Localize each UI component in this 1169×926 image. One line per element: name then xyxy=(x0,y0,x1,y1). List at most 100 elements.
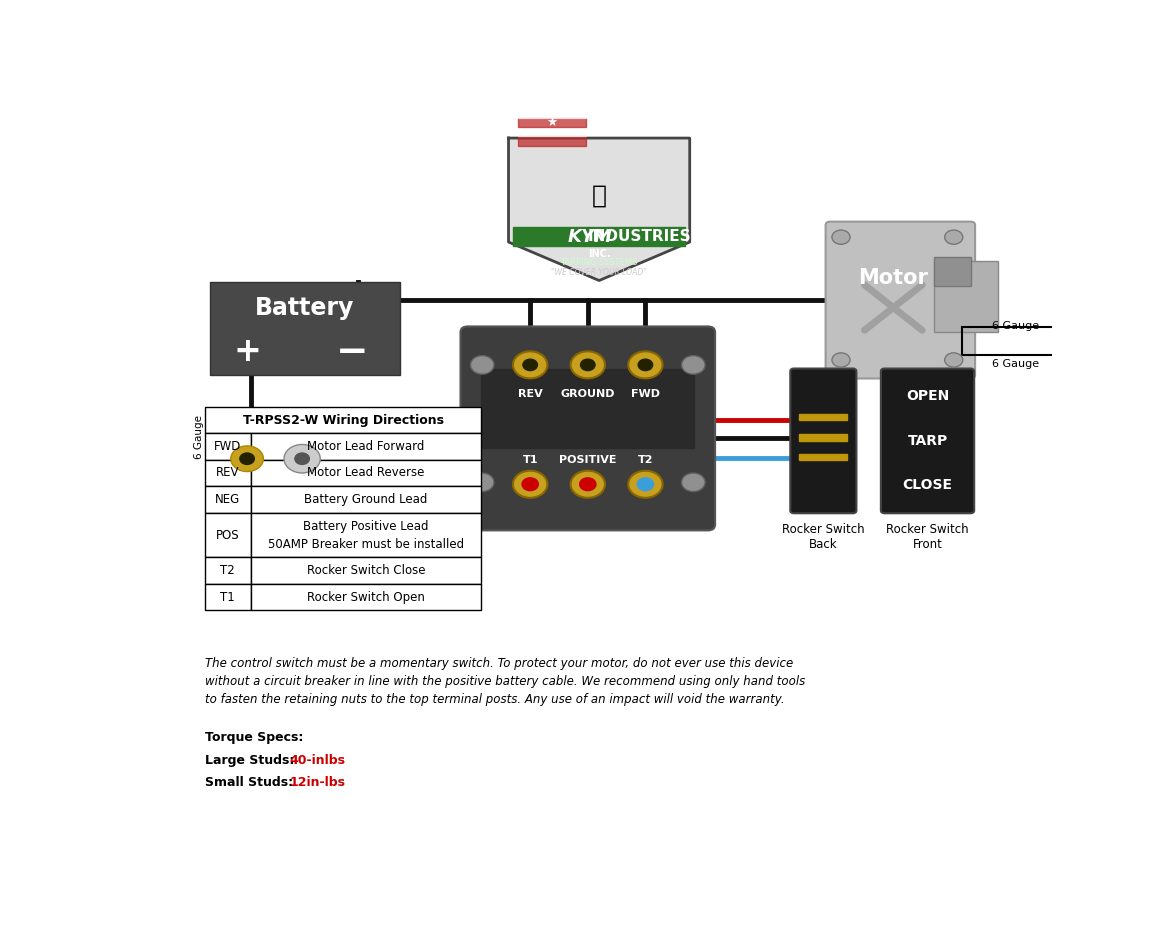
Circle shape xyxy=(682,356,705,374)
Bar xyxy=(205,557,250,584)
Circle shape xyxy=(295,453,310,465)
Text: 6 Gauge: 6 Gauge xyxy=(194,416,203,459)
Bar xyxy=(800,434,848,441)
Text: The control switch must be a momentary switch. To protect your motor, do not eve: The control switch must be a momentary s… xyxy=(205,657,805,706)
Bar xyxy=(250,433,482,460)
Text: Front: Front xyxy=(913,537,942,550)
Bar xyxy=(518,99,586,108)
Circle shape xyxy=(581,359,595,370)
Text: KYM: KYM xyxy=(568,228,613,245)
Text: T1: T1 xyxy=(221,591,235,604)
Text: NEG: NEG xyxy=(215,493,241,506)
Text: FWD: FWD xyxy=(631,389,660,399)
Circle shape xyxy=(832,230,850,244)
Text: T-RPSS2-W Wiring Directions: T-RPSS2-W Wiring Directions xyxy=(243,414,444,427)
Bar xyxy=(934,257,970,286)
Text: INDUSTRIES: INDUSTRIES xyxy=(588,229,692,244)
Bar xyxy=(205,407,482,433)
FancyBboxPatch shape xyxy=(461,327,715,531)
Circle shape xyxy=(945,353,963,367)
Text: Circuit Breaker: Circuit Breaker xyxy=(228,523,323,533)
Circle shape xyxy=(470,473,494,492)
Bar xyxy=(934,261,998,332)
Bar xyxy=(518,108,586,118)
Bar xyxy=(518,127,586,136)
Text: 40-inlbs: 40-inlbs xyxy=(289,755,345,768)
Bar xyxy=(482,369,694,447)
Bar xyxy=(518,118,586,127)
Text: Motor Lead Forward: Motor Lead Forward xyxy=(307,440,424,453)
Bar xyxy=(250,460,482,486)
Text: FWD: FWD xyxy=(214,440,242,453)
Text: Motor: Motor xyxy=(858,268,928,288)
Text: REV: REV xyxy=(518,389,542,399)
Circle shape xyxy=(628,470,663,498)
Bar xyxy=(250,486,482,513)
FancyBboxPatch shape xyxy=(790,369,857,513)
Circle shape xyxy=(470,356,494,374)
Text: Rocker Switch Close: Rocker Switch Close xyxy=(306,564,426,577)
Circle shape xyxy=(628,351,663,379)
Text: POS: POS xyxy=(216,529,240,542)
Bar xyxy=(513,227,685,246)
Circle shape xyxy=(945,230,963,244)
Text: Battery: Battery xyxy=(255,296,354,320)
Text: ★: ★ xyxy=(546,116,558,129)
Text: TARPING SYSTEMS: TARPING SYSTEMS xyxy=(560,258,638,268)
FancyBboxPatch shape xyxy=(881,369,974,513)
Circle shape xyxy=(230,446,263,471)
Circle shape xyxy=(638,359,652,370)
Bar xyxy=(800,414,848,420)
Circle shape xyxy=(284,444,320,473)
Text: INC.: INC. xyxy=(588,248,610,258)
Bar xyxy=(205,513,250,557)
Polygon shape xyxy=(509,138,690,281)
Text: −: − xyxy=(336,332,368,370)
Text: T2: T2 xyxy=(221,564,235,577)
Text: Battery Ground Lead: Battery Ground Lead xyxy=(304,493,428,506)
Bar xyxy=(800,454,848,460)
Text: 50 AMP Automatic: 50 AMP Automatic xyxy=(217,509,333,519)
Bar xyxy=(205,433,250,460)
Bar xyxy=(205,486,250,513)
Bar xyxy=(250,584,482,610)
Text: T2: T2 xyxy=(637,455,653,465)
Text: 50AMP Breaker must be installed: 50AMP Breaker must be installed xyxy=(268,538,464,551)
Text: 6 Gauge: 6 Gauge xyxy=(992,358,1039,369)
Circle shape xyxy=(682,473,705,492)
Circle shape xyxy=(570,351,606,379)
Bar xyxy=(205,460,250,486)
Circle shape xyxy=(637,478,653,491)
Text: Rocker Switch: Rocker Switch xyxy=(886,523,969,536)
Circle shape xyxy=(832,353,850,367)
Bar xyxy=(962,328,1071,355)
Bar xyxy=(250,513,482,557)
Text: POSITIVE: POSITIVE xyxy=(559,455,616,465)
Text: "WE COVER YOUR LOAD": "WE COVER YOUR LOAD" xyxy=(552,269,646,277)
Bar xyxy=(518,136,586,145)
Text: 6 Gauge: 6 Gauge xyxy=(992,321,1039,331)
Text: +: + xyxy=(234,335,262,369)
Text: Battery Positive Lead: Battery Positive Lead xyxy=(303,520,429,533)
Text: Small Studs:: Small Studs: xyxy=(205,776,298,789)
Text: T1: T1 xyxy=(523,455,538,465)
Circle shape xyxy=(523,359,538,370)
Text: GROUND: GROUND xyxy=(561,389,615,399)
Text: Rocker Switch Open: Rocker Switch Open xyxy=(307,591,424,604)
Circle shape xyxy=(523,478,538,491)
Text: Torque Specs:: Torque Specs: xyxy=(205,732,304,745)
Text: Motor Lead Reverse: Motor Lead Reverse xyxy=(307,467,424,480)
Circle shape xyxy=(513,470,547,498)
Bar xyxy=(205,584,250,610)
Circle shape xyxy=(570,470,606,498)
Text: 12in-lbs: 12in-lbs xyxy=(289,776,345,789)
Circle shape xyxy=(513,351,547,379)
Bar xyxy=(214,421,337,496)
Text: 🚛: 🚛 xyxy=(592,184,607,207)
Text: Rocker Switch: Rocker Switch xyxy=(782,523,865,536)
Text: REV: REV xyxy=(216,467,240,480)
Text: Large Studs:: Large Studs: xyxy=(205,755,299,768)
Circle shape xyxy=(240,453,255,465)
Text: TARP: TARP xyxy=(907,434,948,448)
FancyBboxPatch shape xyxy=(825,221,975,379)
